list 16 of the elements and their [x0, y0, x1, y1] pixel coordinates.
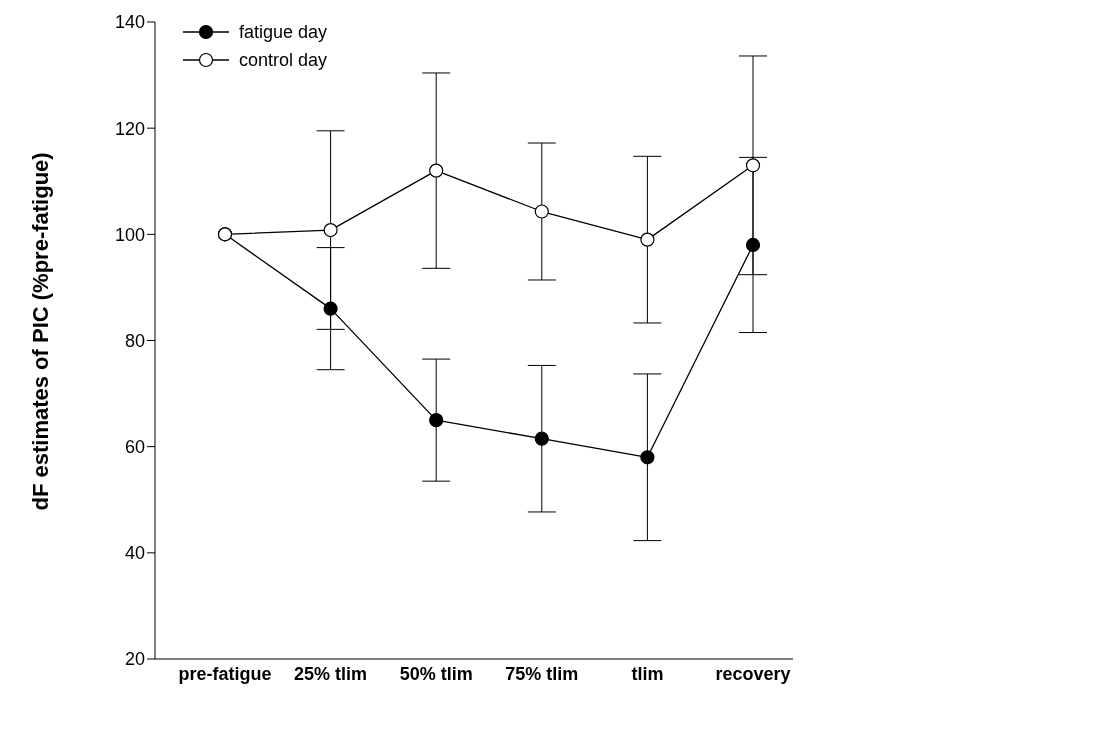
- x-tick-label: 25% tlim: [294, 663, 368, 684]
- y-tick-label: 20: [124, 649, 145, 670]
- x-tick-label: pre-fatigue: [178, 663, 272, 684]
- y-tick-label: 60: [124, 437, 145, 458]
- legend-label: control day: [239, 49, 328, 71]
- y-tick-label: 40: [124, 543, 145, 564]
- y-tick-label: 100: [114, 224, 145, 245]
- y-tick-label: 140: [114, 12, 145, 33]
- x-tick-label: 75% tlim: [505, 663, 579, 684]
- y-tick-label: 80: [124, 330, 145, 351]
- legend-label: fatigue day: [239, 21, 328, 43]
- y-tick-label: 120: [114, 118, 145, 139]
- x-tick-label: tlim: [631, 663, 664, 684]
- x-tick-label: recovery: [715, 663, 791, 684]
- x-tick-label: 50% tlim: [399, 663, 473, 684]
- y-axis-title: dF estimates of PIC (%pre-fatigue): [27, 152, 53, 511]
